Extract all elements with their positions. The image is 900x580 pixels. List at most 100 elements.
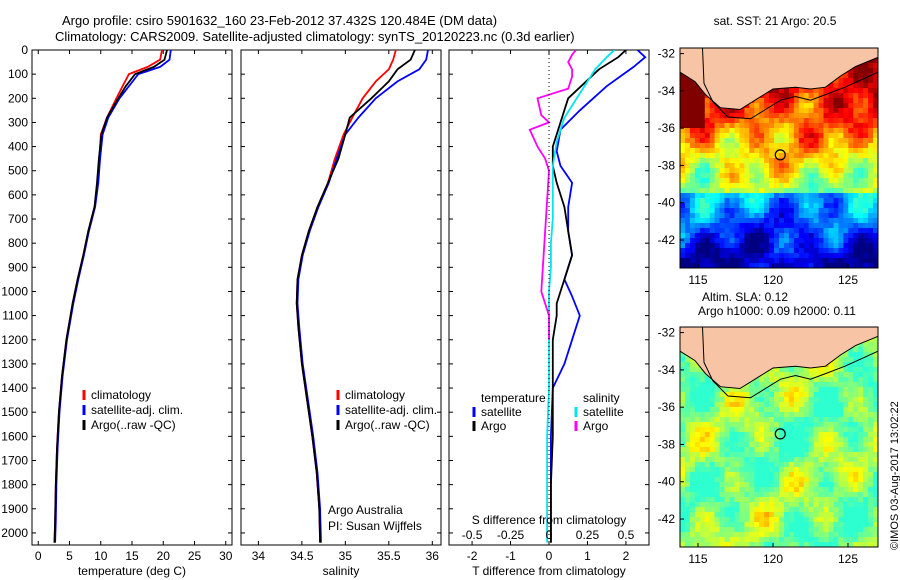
map-cell	[769, 223, 775, 229]
map-cell	[729, 442, 735, 448]
map-cell	[798, 93, 805, 99]
map-cell	[858, 482, 864, 488]
map-cell	[744, 178, 750, 184]
map-cell	[823, 372, 829, 378]
map-cell	[784, 517, 790, 523]
map-cell	[853, 188, 859, 194]
map-cell	[798, 88, 805, 94]
map-cell	[714, 477, 721, 483]
map-cell	[873, 482, 878, 488]
map-cell	[823, 507, 829, 513]
map-cell	[833, 218, 839, 224]
map-cell	[719, 517, 726, 523]
map-cell	[833, 193, 839, 199]
map-cell	[764, 103, 770, 109]
map-cell	[724, 223, 730, 229]
map-cell	[689, 153, 696, 159]
map-cell	[853, 477, 859, 483]
map-cell	[848, 512, 854, 518]
map-cell	[808, 457, 815, 463]
sst_map-field	[680, 48, 878, 268]
map-cell	[823, 512, 829, 518]
diff-legend-entry-left: Argo	[481, 419, 507, 433]
map-cell	[873, 163, 878, 169]
map-cell	[729, 537, 735, 543]
map-cell	[724, 417, 730, 423]
map-cell	[759, 178, 765, 184]
map-cell	[873, 83, 878, 89]
map-cell	[714, 387, 721, 393]
map-cell	[803, 372, 810, 378]
map-cell	[704, 387, 711, 393]
salinity-legend-entry: Argo(..raw -QC)	[345, 418, 430, 432]
map-cell	[808, 527, 815, 533]
map-cell	[803, 467, 810, 473]
map-cell	[680, 243, 686, 249]
map-cell	[828, 402, 834, 408]
map-cell	[788, 123, 795, 129]
map-cell	[793, 427, 800, 433]
map-cell	[754, 183, 760, 189]
map-cell	[694, 492, 701, 498]
map-cell	[833, 487, 839, 493]
map-cell	[685, 537, 691, 543]
map-cell	[863, 263, 869, 268]
map-cell	[769, 372, 775, 378]
map-cell	[853, 78, 859, 84]
map-cell	[828, 168, 834, 174]
map-cell	[818, 178, 825, 184]
map-cell	[828, 457, 834, 463]
map-cell	[793, 123, 800, 129]
map-cell	[689, 427, 696, 433]
map-cell	[749, 263, 755, 268]
map-cell	[704, 238, 711, 244]
map-cell	[774, 452, 780, 458]
map-cell	[863, 258, 869, 264]
map-cell	[858, 507, 864, 513]
map-cell	[699, 532, 706, 538]
map-cell	[833, 497, 839, 503]
map-cell	[873, 158, 878, 164]
map-cell	[774, 203, 780, 209]
map-cell	[699, 153, 706, 159]
temperature-xtick-label: 5	[66, 549, 73, 563]
map-cell	[784, 507, 790, 513]
map-cell	[813, 208, 820, 214]
map-cell	[744, 118, 750, 124]
map-cell	[838, 477, 844, 483]
map-cell	[719, 397, 726, 403]
map-cell	[798, 208, 805, 214]
map-cell	[719, 422, 726, 428]
map-cell	[788, 397, 795, 403]
map-cell	[694, 133, 701, 139]
map-cell	[769, 462, 775, 468]
map-cell	[774, 367, 780, 373]
map-cell	[774, 98, 780, 104]
map-cell	[863, 492, 869, 498]
map-cell	[764, 442, 770, 448]
map-cell	[709, 153, 716, 159]
sst_map-ytick-label: -32	[658, 47, 676, 61]
map-cell	[694, 427, 701, 433]
map-cell	[685, 98, 691, 104]
map-cell	[853, 143, 859, 149]
map-cell	[843, 193, 849, 199]
map-cell	[744, 537, 750, 543]
map-cell	[699, 208, 706, 214]
map-cell	[779, 377, 785, 383]
map-cell	[699, 148, 706, 154]
series-line-temperature-satellite	[550, 50, 647, 543]
map-cell	[833, 537, 839, 543]
map-cell	[784, 502, 790, 508]
map-cell	[823, 532, 829, 538]
map-cell	[798, 482, 805, 488]
map-cell	[784, 422, 790, 428]
map-cell	[838, 537, 844, 543]
map-cell	[779, 422, 785, 428]
temperature-axes-box	[31, 49, 233, 546]
map-cell	[793, 522, 800, 528]
map-cell	[788, 233, 795, 239]
map-cell	[709, 457, 716, 463]
map-cell	[833, 522, 839, 528]
map-cell	[858, 392, 864, 398]
